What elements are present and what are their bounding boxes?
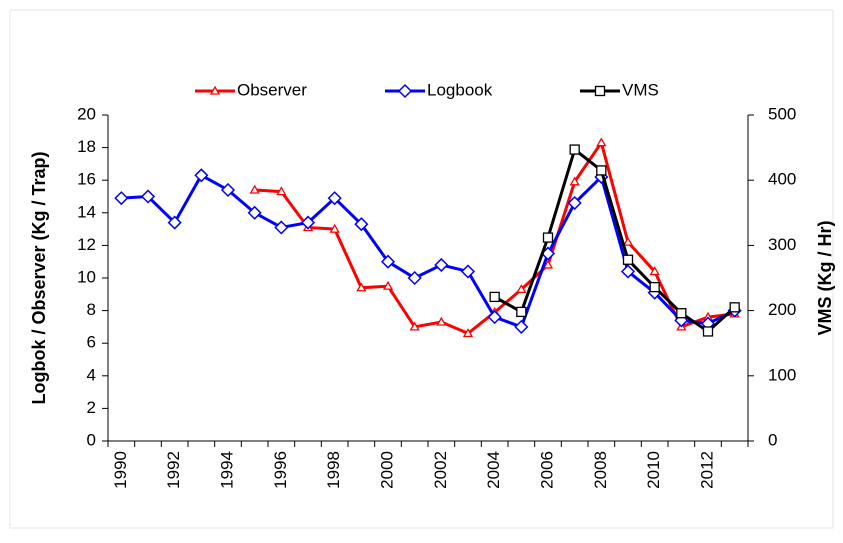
marker: [569, 144, 580, 155]
marker: [649, 266, 660, 276]
series-line: [493, 147, 736, 334]
marker: [702, 326, 714, 337]
y-tick-label: 16: [77, 170, 96, 189]
series-line: [254, 139, 735, 336]
marker: [167, 215, 182, 230]
marker: [276, 186, 287, 196]
x-tick-label: 2008: [591, 451, 610, 489]
y-tick-label: 18: [77, 137, 96, 156]
y-axis-label: Logbok / Observer (Kg / Trap): [29, 151, 49, 404]
marker: [596, 137, 607, 147]
y2-tick-label: 300: [768, 235, 796, 254]
marker: [622, 254, 634, 265]
marker: [567, 195, 582, 211]
y2-tick-label: 200: [768, 300, 796, 319]
marker: [409, 321, 420, 331]
x-tick-label: 2002: [431, 451, 450, 489]
marker: [569, 176, 580, 186]
marker: [594, 85, 606, 97]
y2-tick-label: 400: [768, 170, 796, 189]
x-tick-label: 1998: [324, 451, 343, 489]
marker: [274, 220, 289, 235]
marker: [729, 302, 740, 313]
marker: [300, 215, 316, 230]
x-tick-label: 1990: [111, 451, 130, 489]
marker: [380, 254, 396, 269]
x-tick-label: 2010: [644, 451, 663, 489]
y-tick-label: 10: [77, 267, 96, 286]
marker: [487, 310, 502, 325]
marker: [354, 217, 369, 232]
y-tick-label: 12: [77, 235, 96, 254]
marker: [649, 281, 660, 293]
x-tick-label: 2000: [377, 451, 396, 489]
x-tick-label: 1994: [217, 451, 236, 489]
marker: [542, 259, 554, 269]
legend-label: Logbook: [427, 80, 493, 99]
x-tick-label: 1992: [164, 451, 183, 489]
marker: [676, 308, 687, 319]
marker: [220, 182, 236, 198]
legend-label: VMS: [622, 80, 659, 99]
x-tick-label: 1996: [271, 451, 290, 489]
y-tick-label: 0: [87, 430, 96, 449]
marker: [436, 316, 447, 326]
marker: [542, 232, 554, 243]
frame: [9, 9, 834, 529]
marker: [327, 191, 342, 206]
y-tick-label: 14: [77, 202, 96, 221]
marker: [516, 284, 527, 294]
y2-tick-label: 100: [768, 365, 796, 384]
y2-tick-label: 0: [768, 430, 777, 449]
marker: [209, 85, 221, 95]
x-tick-label: 2012: [697, 451, 716, 489]
marker: [620, 264, 636, 279]
marker: [247, 205, 262, 220]
marker: [140, 189, 156, 204]
marker: [596, 165, 607, 176]
y2-axis-label: VMS (Kg / Hr): [815, 220, 835, 335]
marker: [329, 223, 340, 233]
x-tick-label: 2004: [484, 451, 503, 489]
legend-label: Observer: [237, 80, 307, 99]
marker: [249, 184, 260, 194]
marker: [460, 264, 476, 279]
marker: [114, 191, 129, 206]
series-line: [121, 173, 736, 329]
marker: [382, 280, 394, 290]
marker: [194, 168, 209, 183]
y-tick-label: 8: [87, 300, 96, 319]
y-tick-label: 4: [87, 365, 96, 384]
y-tick-label: 20: [77, 104, 96, 123]
x-tick-label: 2006: [537, 451, 556, 489]
marker: [356, 282, 367, 292]
marker: [514, 319, 529, 334]
marker: [516, 306, 527, 318]
marker: [622, 236, 634, 246]
marker: [407, 270, 422, 286]
marker: [462, 328, 474, 338]
marker: [489, 291, 500, 303]
marker: [434, 257, 449, 273]
y-tick-label: 2: [87, 398, 96, 417]
marker: [397, 83, 413, 99]
y2-tick-label: 500: [768, 104, 796, 123]
y-tick-label: 6: [87, 333, 96, 352]
